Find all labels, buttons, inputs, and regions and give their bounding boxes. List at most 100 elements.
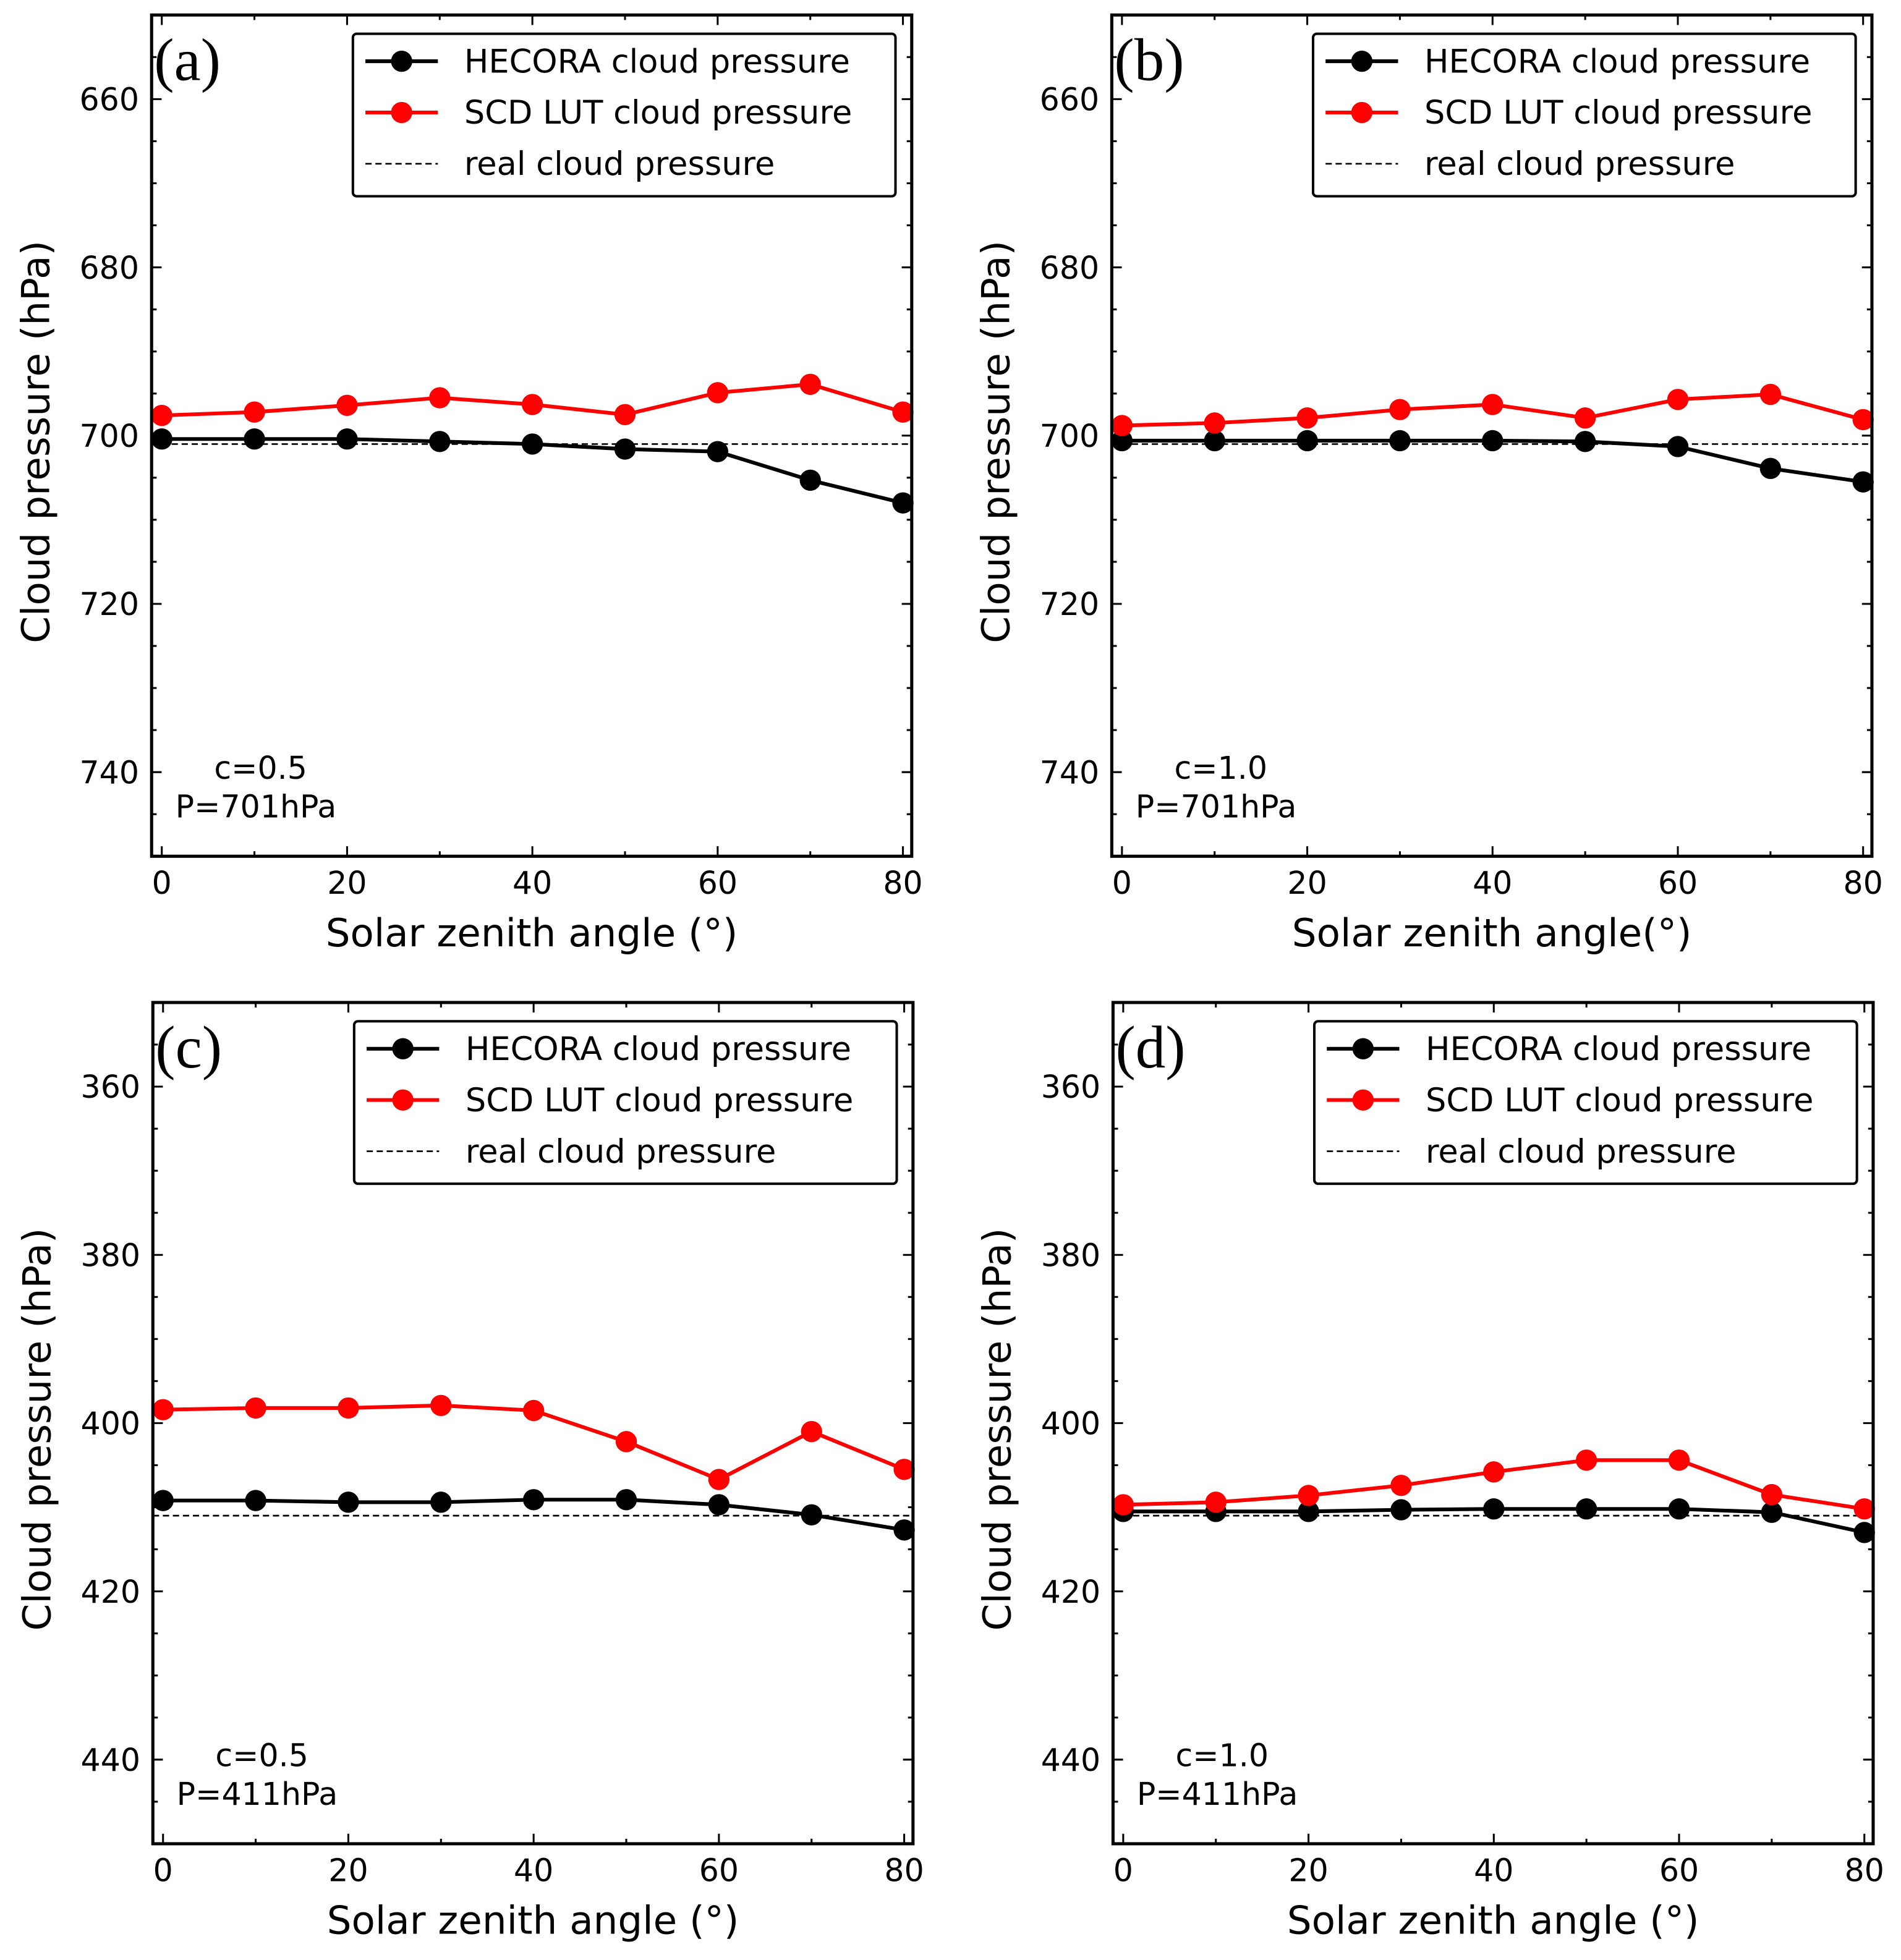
panel-label: (c)	[155, 1014, 222, 1080]
legend-label: real cloud pressure	[1426, 1133, 1737, 1171]
hecora-data-point	[1852, 471, 1874, 493]
scd-lut-data-point	[708, 1469, 730, 1490]
legend: HECORA cloud pressure SCD LUT cloud press…	[1311, 32, 1857, 198]
scd-lut-data-point	[893, 1459, 915, 1480]
hecora-data-point	[1111, 430, 1133, 452]
annotation-pressure: P=411hPa	[1137, 1776, 1298, 1812]
legend-label: HECORA cloud pressure	[464, 43, 850, 80]
panel-a: 0 20 40 60 80 660 680 700 720 740 Solar zenith ang…	[13, 13, 923, 956]
hecora-data-point	[707, 441, 729, 462]
scd-lut-data-point	[151, 404, 172, 426]
scd-lut-data-point	[1667, 389, 1689, 410]
annotation-pressure: P=701hPa	[1136, 789, 1297, 825]
y-tick-label: 380	[81, 1237, 140, 1273]
legend: HECORA cloud pressure SCD LUT cloud press…	[352, 1020, 898, 1186]
hecora-data-point	[892, 492, 914, 514]
x-tick-label: 80	[1845, 1852, 1884, 1889]
hecora-data-point	[893, 1519, 915, 1541]
y-tick-label: 680	[1040, 250, 1099, 286]
annotation-pressure: P=411hPa	[177, 1776, 338, 1812]
scd-lut-data-point	[1296, 407, 1318, 429]
scd-lut-data-point	[1852, 409, 1874, 431]
hecora-data-point	[1574, 431, 1596, 452]
y-axis-label: Cloud pressure (hPa)	[975, 1228, 1020, 1631]
legend-point-marker	[391, 50, 412, 72]
scd-lut-data-point	[1574, 407, 1596, 429]
hecora-data-point	[522, 1489, 545, 1511]
legend-point-marker	[391, 101, 412, 124]
legend-point-marker	[1352, 1089, 1374, 1111]
legend-point-marker	[1352, 1038, 1374, 1059]
x-tick-label: 40	[1473, 865, 1512, 901]
panel-c: 0 20 40 60 80 360 380 400 420 440 Solar zenith ang…	[14, 1001, 924, 1943]
hecora-data-point	[1759, 457, 1782, 480]
scd-lut-data-point	[1483, 1461, 1505, 1483]
x-tick-label: 40	[514, 1852, 553, 1889]
axes-frame	[1111, 1001, 1875, 1846]
y-tick-label: 420	[81, 1574, 140, 1610]
hecora-data-point	[152, 1490, 174, 1511]
legend-label: SCD LUT cloud pressure	[1426, 1082, 1813, 1119]
scd-lut-data-point	[429, 387, 451, 409]
x-tick-label: 20	[327, 865, 367, 901]
hecora-data-point	[708, 1494, 730, 1516]
scd-lut-data-point	[799, 373, 821, 395]
y-tick-label: 740	[1040, 754, 1099, 791]
scd-lut-data-point	[615, 1431, 637, 1453]
y-tick-label: 360	[81, 1069, 140, 1105]
y-tick-label: 720	[80, 586, 139, 622]
scd-lut-data-point	[1111, 415, 1133, 436]
hecora-data-point	[336, 428, 358, 450]
scd-lut-data-point	[614, 404, 636, 425]
legend-label: HECORA cloud pressure	[466, 1030, 851, 1068]
legend-box	[351, 32, 897, 198]
x-tick-label: 60	[698, 865, 738, 901]
scd-lut-data-point	[521, 394, 543, 415]
scd-lut-data-point	[1390, 1474, 1412, 1496]
x-tick-label: 80	[1844, 865, 1883, 901]
axes-frame	[151, 1001, 915, 1846]
y-tick-label: 720	[1040, 586, 1099, 622]
scd-lut-data-point	[892, 401, 914, 423]
annotation-c: c=0.5	[214, 750, 307, 786]
panel-label: (a)	[154, 26, 221, 93]
panel-label: (d)	[1115, 1014, 1185, 1080]
legend-point-marker	[392, 1089, 414, 1111]
y-tick-label: 700	[80, 418, 139, 454]
hecora-data-point	[1204, 430, 1225, 452]
legend-label: real cloud pressure	[466, 1133, 776, 1171]
hecora-data-point	[1668, 1498, 1690, 1520]
scd-lut-data-point	[244, 401, 265, 423]
hecora-data-point	[615, 1489, 637, 1511]
hecora-data-point	[1298, 1501, 1319, 1522]
legend-label: HECORA cloud pressure	[1424, 43, 1810, 80]
scd-lut-data-point	[707, 382, 729, 404]
axes-frame	[150, 13, 914, 858]
hecora-data-point	[799, 469, 821, 491]
x-tick-label: 0	[153, 1852, 173, 1889]
hecora-data-point	[801, 1504, 822, 1525]
y-tick-label: 400	[1041, 1406, 1100, 1442]
x-tick-label: 80	[883, 865, 922, 901]
scd-lut-data-point	[1759, 383, 1782, 405]
hecora-data-point	[1482, 430, 1503, 452]
legend-point-marker	[1351, 101, 1373, 124]
y-tick-label: 660	[1040, 82, 1099, 118]
x-tick-label: 20	[1287, 865, 1327, 901]
y-tick-label: 440	[81, 1742, 140, 1778]
hecora-data-point	[1483, 1498, 1505, 1520]
x-tick-label: 60	[1658, 865, 1698, 901]
hecora-data-point	[244, 428, 265, 450]
y-axis-label: Cloud pressure (hPa)	[13, 240, 58, 643]
x-tick-label: 0	[152, 865, 172, 901]
scd-lut-data-point	[1298, 1485, 1319, 1506]
legend-box	[352, 1020, 898, 1186]
legend-box	[1312, 1020, 1858, 1186]
hecora-data-point	[1761, 1501, 1783, 1523]
y-tick-label: 700	[1040, 418, 1099, 454]
scd-lut-data-point	[1668, 1449, 1690, 1471]
panel-label: (b)	[1114, 26, 1184, 93]
legend-label: real cloud pressure	[464, 145, 775, 183]
y-tick-label: 420	[1041, 1574, 1100, 1610]
scd-lut-data-point	[336, 394, 358, 416]
